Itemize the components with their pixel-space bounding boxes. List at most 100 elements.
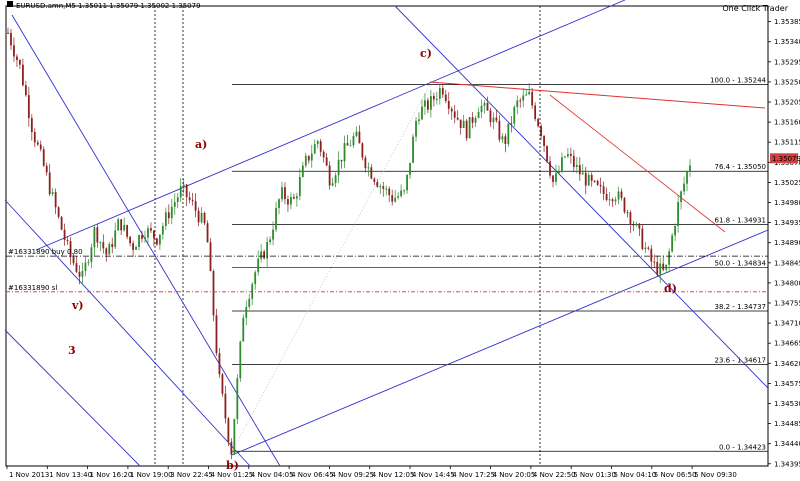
- candle-body: [689, 165, 691, 172]
- candle-body: [349, 145, 352, 147]
- candle-body: [200, 212, 203, 223]
- candle-body: [293, 197, 295, 199]
- candle-body: [57, 207, 60, 217]
- candle-body: [158, 234, 161, 245]
- period-separators: [154, 6, 541, 466]
- y-tick-label: 1.35295: [774, 58, 800, 66]
- candle-body: [361, 143, 364, 158]
- y-tick-label: 1.34890: [774, 239, 800, 247]
- x-tick-label: 1 Nov 16:20: [90, 471, 133, 479]
- candle-body: [531, 91, 534, 106]
- candle-body: [295, 196, 298, 199]
- candle-body: [81, 270, 84, 277]
- y-tick-label: 1.35205: [774, 99, 800, 107]
- fib-level-label: 61.8 - 1.34931: [714, 216, 766, 224]
- candle-body: [388, 188, 391, 196]
- candle-body: [424, 100, 426, 107]
- candle-body: [555, 173, 557, 182]
- candle-body: [108, 243, 111, 255]
- candle-body: [578, 165, 581, 175]
- candle-body: [656, 261, 659, 275]
- candle-body: [176, 197, 179, 203]
- candle-body: [144, 237, 146, 239]
- candle-body: [671, 235, 674, 252]
- candle-body: [441, 88, 444, 95]
- channel-line: [35, 0, 626, 251]
- x-tick-label: 4 Nov 14:45: [412, 471, 455, 479]
- y-tick-label: 1.34575: [774, 380, 800, 388]
- candle-body: [587, 174, 590, 186]
- candle-body: [72, 257, 75, 264]
- candle-body: [394, 197, 397, 202]
- candle-body: [629, 212, 632, 225]
- candle-body: [278, 199, 280, 208]
- candle-body: [84, 262, 87, 271]
- candle-body: [179, 186, 182, 198]
- candle-body: [590, 174, 593, 181]
- candle-body: [24, 85, 27, 96]
- candle-body: [284, 187, 286, 200]
- candle-body: [69, 241, 72, 258]
- candle-body: [340, 159, 343, 162]
- candle-body: [78, 271, 81, 277]
- candle-body: [510, 123, 513, 125]
- candle-body: [319, 141, 322, 152]
- candle-body: [352, 135, 355, 146]
- candle-body: [313, 144, 316, 154]
- y-tick-label: 1.34395: [774, 460, 800, 468]
- candle-body: [415, 120, 417, 137]
- candle-body: [453, 111, 456, 118]
- candle-body: [281, 187, 283, 200]
- candle-body: [51, 192, 54, 195]
- candle-body: [75, 263, 78, 272]
- candle-body: [435, 98, 438, 100]
- candle-body: [54, 192, 57, 208]
- candle-body: [608, 199, 611, 201]
- candle-body: [301, 165, 304, 177]
- candle-body: [674, 226, 677, 236]
- candle-body: [173, 202, 176, 207]
- candle-body: [105, 248, 108, 255]
- y-tick-label: 1.35385: [774, 18, 800, 26]
- candle-body: [561, 157, 563, 172]
- wave-label: c): [420, 47, 432, 60]
- candle-body: [632, 224, 635, 226]
- candle-body: [659, 263, 662, 275]
- candle-body: [254, 272, 257, 285]
- wave-label: 3: [68, 344, 76, 357]
- candle-body: [236, 378, 239, 420]
- order-label: #16331890 buy 0.80: [8, 248, 83, 256]
- candle-body: [528, 91, 531, 95]
- x-tick-label: 1 Nov 2013: [9, 471, 49, 479]
- candle-body: [215, 315, 218, 354]
- candle-body: [334, 175, 337, 184]
- candle-body: [391, 195, 394, 202]
- candle-body: [138, 235, 140, 247]
- candle-body: [188, 197, 191, 200]
- candle-body: [358, 131, 361, 144]
- candle-body: [412, 136, 414, 163]
- candle-body: [111, 243, 114, 247]
- candle-body: [438, 88, 441, 99]
- one-click-trader-button[interactable]: One Click Trader: [722, 4, 788, 13]
- candle-body: [129, 236, 132, 244]
- channel-line: [11, 14, 281, 467]
- candle-body: [150, 228, 152, 231]
- fib-level-label: 0.0 - 1.34423: [719, 443, 766, 451]
- candle-body: [123, 225, 126, 231]
- candle-body: [400, 190, 403, 197]
- candle-body: [677, 201, 679, 227]
- wave-label: v): [71, 299, 84, 312]
- y-tick-label: 1.34710: [774, 320, 800, 328]
- candle-body: [185, 184, 188, 198]
- fib-level-label: 100.0 - 1.35244: [710, 77, 767, 85]
- candle-body: [623, 197, 626, 213]
- dropdown-icon[interactable]: [7, 1, 13, 7]
- candle-body: [480, 105, 483, 113]
- candle-body: [307, 155, 310, 161]
- candle-body: [170, 206, 173, 219]
- candle-body: [7, 32, 9, 34]
- candle-body: [617, 191, 620, 200]
- candle-body: [90, 247, 93, 263]
